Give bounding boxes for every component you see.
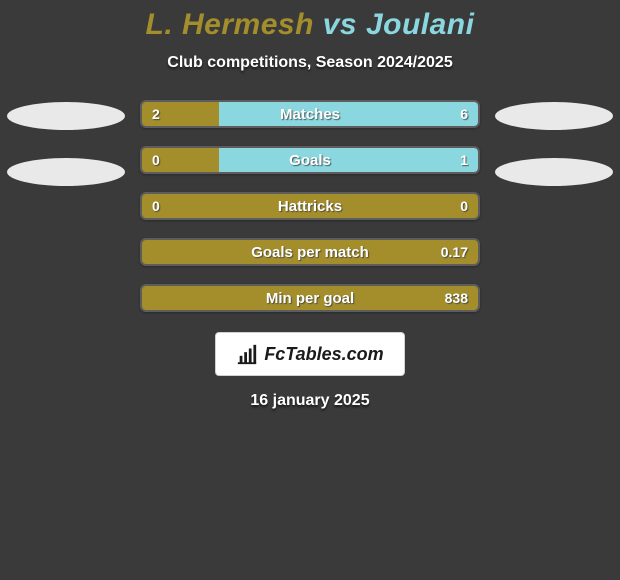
bar-left-fill: [142, 148, 219, 172]
left-badge-column: [7, 100, 125, 186]
club-badge-placeholder: [495, 158, 613, 186]
bar-chart-icon: [236, 343, 258, 365]
club-badge-placeholder: [7, 102, 125, 130]
bar-left-fill: [142, 194, 478, 218]
player1-name: L. Hermesh: [146, 8, 314, 41]
bar-right-fill: [219, 148, 478, 172]
footer-date: 16 january 2025: [0, 392, 620, 410]
comparison-bar: Min per goal838: [140, 284, 480, 312]
bars-column: 2Matches6 0Goals1 0Hattricks0 Goals per mat…: [140, 100, 480, 312]
comparison-bar: 0Goals1: [140, 146, 480, 174]
vs-separator: vs: [314, 8, 366, 41]
right-badge-column: [495, 100, 613, 186]
bar-right-fill: [219, 102, 478, 126]
club-badge-placeholder: [495, 102, 613, 130]
club-badge-placeholder: [7, 158, 125, 186]
bar-left-fill: [142, 102, 219, 126]
comparison-bar: 0Hattricks0: [140, 192, 480, 220]
page-title: L. Hermesh vs Joulani: [0, 8, 620, 42]
brand-text: FcTables.com: [264, 344, 383, 365]
footer: FcTables.com 16 january 2025: [0, 332, 620, 410]
comparison-chart: 2Matches6 0Goals1 0Hattricks0 Goals per mat…: [0, 100, 620, 312]
brand-box: FcTables.com: [215, 332, 404, 376]
comparison-bar: 2Matches6: [140, 100, 480, 128]
bar-left-fill: [142, 286, 478, 310]
bar-left-fill: [142, 240, 478, 264]
comparison-infographic: L. Hermesh vs Joulani Club competitions,…: [0, 0, 620, 410]
player2-name: Joulani: [366, 8, 475, 41]
comparison-bar: Goals per match0.17: [140, 238, 480, 266]
subtitle: Club competitions, Season 2024/2025: [0, 54, 620, 72]
